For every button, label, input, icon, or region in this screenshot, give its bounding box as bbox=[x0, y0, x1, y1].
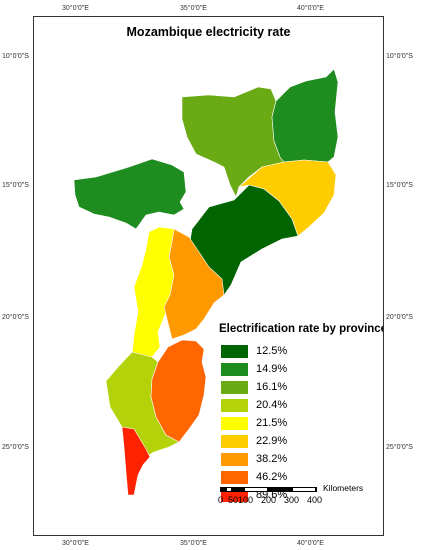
scale-bar-segment bbox=[220, 487, 226, 492]
top-lon-tick-30: 30°0'0"E bbox=[62, 5, 89, 12]
right-lat-tick-10: 10°0'0"S bbox=[386, 53, 413, 60]
mozambique-province-map bbox=[73, 68, 339, 496]
legend-label: 12.5% bbox=[256, 345, 288, 357]
scale-bar-segment bbox=[316, 487, 317, 492]
province-sofala bbox=[163, 228, 225, 340]
bottom-lon-tick-30: 30°0'0"E bbox=[62, 540, 89, 547]
scale-bar-label: 100 bbox=[238, 495, 254, 505]
legend-swatch bbox=[221, 470, 248, 484]
legend-swatch bbox=[221, 434, 248, 448]
legend-swatch bbox=[221, 380, 248, 394]
scale-bar-label: 300 bbox=[284, 495, 300, 505]
scale-bar-label: 0 bbox=[218, 495, 224, 505]
scale-bar-units: Kilometers bbox=[323, 483, 364, 493]
province-tete bbox=[73, 158, 187, 230]
scale-bar-segment bbox=[226, 487, 232, 492]
right-lat-tick-25: 25°0'0"S bbox=[386, 444, 413, 451]
province-cabo-delgado bbox=[271, 68, 339, 163]
legend-label: 14.9% bbox=[256, 363, 288, 375]
legend-label: 21.5% bbox=[256, 417, 288, 429]
legend-label: 38.2% bbox=[256, 453, 288, 465]
scale-bar-label: 50 bbox=[228, 495, 239, 505]
legend-label: 20.4% bbox=[256, 399, 288, 411]
legend-item: 12.5% bbox=[219, 342, 383, 360]
right-lat-tick-20: 20°0'0"S bbox=[386, 314, 413, 321]
legend-item: 20.4% bbox=[219, 396, 383, 414]
left-lat-tick-25: 25°0'0"S bbox=[2, 444, 29, 451]
legend-label: 89.6% bbox=[256, 489, 288, 501]
legend-swatch bbox=[221, 344, 248, 358]
scale-bar-label: 400 bbox=[307, 495, 323, 505]
province-inhambane bbox=[150, 339, 207, 443]
top-lon-tick-35: 35°0'0"E bbox=[180, 5, 207, 12]
legend-item: 14.9% bbox=[219, 360, 383, 378]
scale-bar-segment bbox=[244, 487, 268, 492]
left-lat-tick-10: 10°0'0"S bbox=[2, 53, 29, 60]
province-manica bbox=[131, 226, 175, 358]
legend: Electrification rate by province 12.5% 1… bbox=[219, 323, 384, 504]
map-title: Mozambique electricity rate bbox=[126, 25, 291, 39]
legend-swatch bbox=[221, 452, 248, 466]
left-lat-tick-20: 20°0'0"S bbox=[2, 314, 29, 321]
legend-label: 16.1% bbox=[256, 381, 288, 393]
scale-bar-label: 200 bbox=[261, 495, 277, 505]
bottom-lon-tick-35: 35°0'0"E bbox=[180, 540, 207, 547]
legend-swatch bbox=[221, 398, 248, 412]
legend-swatch bbox=[221, 362, 248, 376]
legend-item: 22.9% bbox=[219, 432, 383, 450]
legend-item: 46.2% bbox=[219, 468, 383, 486]
legend-item: 21.5% bbox=[219, 414, 383, 432]
legend-item: 38.2% bbox=[219, 450, 383, 468]
left-lat-tick-15: 15°0'0"S bbox=[2, 182, 29, 189]
map-frame: Mozambique electricity rate Electri bbox=[33, 16, 384, 536]
legend-swatch bbox=[221, 416, 248, 430]
legend-item: 16.1% bbox=[219, 378, 383, 396]
top-lon-tick-40: 40°0'0"E bbox=[297, 5, 324, 12]
right-lat-tick-15: 15°0'0"S bbox=[386, 182, 413, 189]
legend-title: Electrification rate by province bbox=[219, 323, 384, 335]
scale-bar-segment bbox=[268, 487, 292, 492]
scale-bar-segment bbox=[292, 487, 316, 492]
province-maputo bbox=[121, 426, 151, 496]
bottom-lon-tick-40: 40°0'0"E bbox=[297, 540, 324, 547]
scale-bar: Kilometers 0 50 100 200 300 400 bbox=[218, 483, 368, 513]
scale-bar-segment bbox=[232, 487, 244, 492]
legend-label: 46.2% bbox=[256, 471, 288, 483]
legend-label: 22.9% bbox=[256, 435, 288, 447]
